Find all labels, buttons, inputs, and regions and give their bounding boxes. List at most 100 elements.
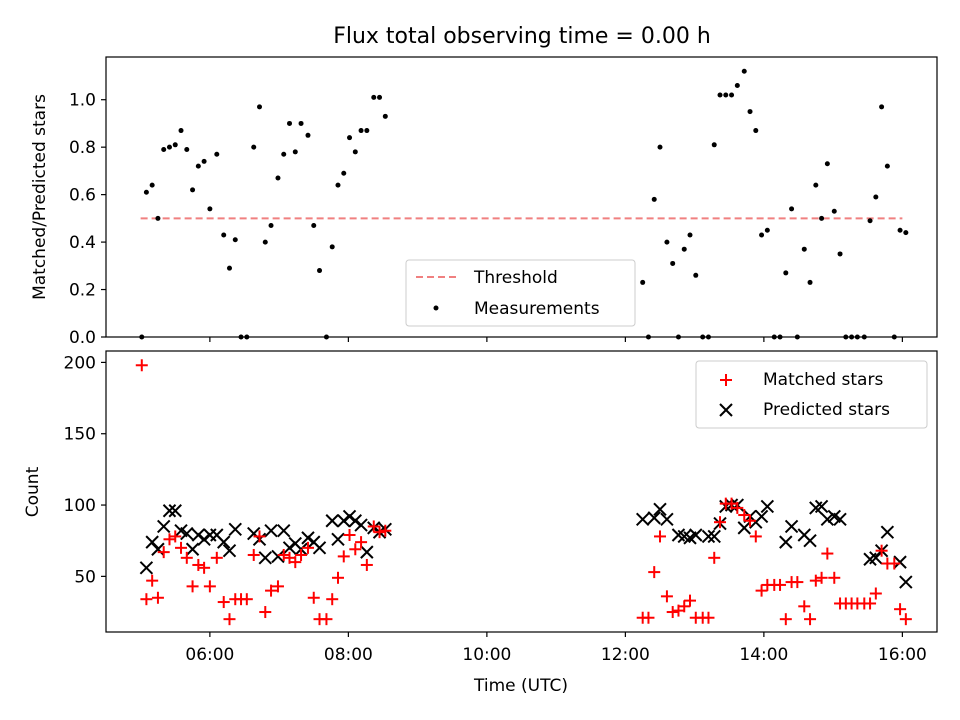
predicted-stars-point [707,529,721,544]
matched-stars-point [791,576,804,589]
measurement-point [377,94,383,100]
measurement-point [292,149,298,155]
measurement-point [693,272,699,278]
measurement-point [161,147,167,153]
measurement-point [166,144,172,150]
matched-stars-point [869,587,882,600]
measurement-point [287,120,293,126]
predicted-stars-point [893,555,907,569]
predicted-stars-point [360,545,374,559]
measurement-point [298,120,304,126]
predicted-stars-point [737,521,751,535]
matched-stars-point [744,514,757,527]
count-y-tick-label: 100 [64,496,96,516]
measurement-point [311,222,317,228]
measurement-point [364,128,370,134]
count-y-tick-label: 50 [74,567,96,587]
measurement-point [214,151,220,157]
matched-stars-point [809,574,822,587]
matched-stars-point [343,529,356,542]
measurement-point [879,104,885,110]
measurement-point [172,142,178,148]
predicted-stars-point [342,509,357,524]
matched-stars-point [738,509,751,522]
measurement-point [837,251,843,257]
measurement-point [884,163,890,169]
matched-stars-point [223,613,236,626]
ratio-panel: 0.0 0.2 0.4 0.6 0.8 1.0 Matched/Predicted sta… [30,56,938,348]
matched-stars-point [186,580,199,593]
count-legend-box [695,360,928,429]
predicted-stars-point [222,543,237,558]
measurement-point [382,113,388,119]
matched-stars-point [355,536,368,549]
predicted-stars-point [354,518,368,532]
predicted-stars-point [217,535,231,549]
predicted-stars-point [258,551,272,565]
measurement-point [711,142,717,148]
measurement-point [657,144,663,150]
predicted-stars-point [689,528,703,542]
matched-stars-point [169,530,182,543]
matched-stars-point [198,561,211,574]
measurement-point [764,227,770,233]
x-axis-label: Time (UTC) [473,676,568,696]
count-y-tick-label: 200 [64,353,96,373]
matched-stars-point [894,603,907,616]
matched-stars-point [654,530,666,543]
ratio-legend: Threshold Measurements [405,259,636,327]
measurement-point [257,104,263,110]
matched-legend-swatch [720,374,732,386]
x-tick-label: 16:00 [878,645,927,665]
ratio-y-ticks: 0.0 0.2 0.4 0.6 0.8 1.0 [69,91,106,348]
measurement-point [801,246,807,252]
matched-stars-point [899,613,912,626]
matched-stars-point [774,578,787,591]
predicted-legend-swatch [719,403,733,417]
ratio-x-ticks [209,337,903,342]
measurement-point [232,237,238,243]
measurement-point [347,135,353,141]
matched-stars-point [702,611,715,624]
measurement-point [275,175,281,181]
measurement-point [262,239,268,245]
measurement-point [903,230,909,236]
matched-stars-point [864,597,877,610]
matched-stars-point [277,548,290,561]
matched-stars-point [320,613,333,626]
matched-stars-point [265,584,278,597]
ratio-y-tick-label: 0.2 [69,281,96,301]
measurement-point [317,268,323,274]
measurement-point [226,265,232,271]
matched-stars-point [163,533,176,546]
count-y-axis-label: Count [23,466,43,517]
predicted-stars-point [337,514,351,528]
matched-stars-point [821,547,834,560]
predicted-stars-point [784,519,799,534]
predicted-legend-label: Predicted stars [763,400,890,420]
matched-stars-point [828,571,841,584]
matched-stars-point [295,548,308,561]
measurement-point [819,215,825,221]
matched-stars-point [217,596,230,609]
predicted-stars-point [779,535,793,549]
x-tick-label: 08:00 [324,645,373,665]
measurement-point [729,92,735,98]
measurement-point [651,196,657,202]
measurement-point [305,132,311,138]
predicted-stars-point [899,575,913,589]
predicted-stars-point [814,499,829,514]
measurement-point [813,182,819,188]
ratio-y-tick-label: 0.4 [69,233,96,253]
measurements-legend-label: Measurements [474,299,600,319]
measurement-point [281,151,287,157]
predicted-stars-point [139,561,154,575]
predicted-stars-point [191,528,206,542]
ratio-plot-area [139,68,909,340]
predicted-stars-point [647,511,661,525]
count-panel: 50 100 150 200 06:00 08:00 10:00 12:00 14:00 16:… [23,350,938,696]
ratio-y-tick-label: 0.8 [69,138,96,158]
measurement-point [207,206,213,212]
